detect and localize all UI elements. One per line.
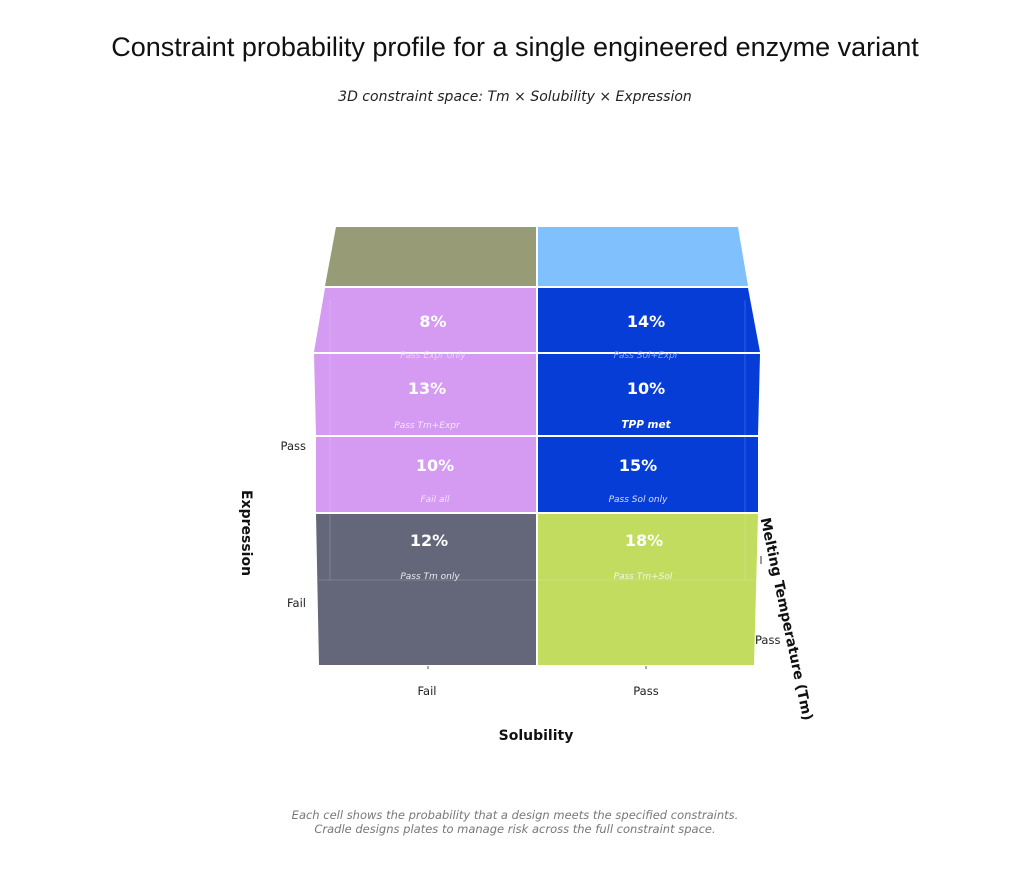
cell-label: Pass Tm+Expr	[394, 421, 461, 431]
face-sol-expr	[538, 288, 760, 352]
footnote-line-1: Each cell shows the probability that a d…	[291, 808, 739, 822]
x-tick-label: Fail	[418, 684, 437, 698]
cell-label: Pass Sol only	[609, 495, 668, 505]
z-axis-label: Melting Temperature (Tm)	[757, 516, 816, 722]
x-axis-label: Solubility	[499, 728, 574, 744]
cell-value: 18%	[625, 531, 663, 550]
cube-edges	[319, 300, 756, 581]
face-fail-all	[316, 437, 536, 512]
cell-value: 10%	[627, 379, 665, 398]
cell-label: Pass Tm+Sol	[614, 572, 673, 582]
cell-value: 14%	[627, 312, 665, 331]
chart-subtitle: 3D constraint space: Tm × Solubility × E…	[338, 89, 692, 105]
face-tm-only	[316, 514, 536, 665]
cell-label: Fail all	[420, 495, 450, 505]
cell-label: Pass Tm only	[400, 572, 460, 582]
face-tm-sol	[538, 514, 758, 665]
z-tick-label: Pass	[755, 633, 780, 647]
top-face-left	[325, 227, 536, 286]
cell-label: TPP met	[621, 419, 671, 431]
y-tick-label: Pass	[281, 439, 306, 453]
cell-values: 8% Pass Expr only 14% Pass Sol+Expr 13% …	[394, 312, 679, 582]
cell-value: 12%	[410, 531, 448, 550]
cell-value: 10%	[416, 456, 454, 475]
face-sol-only	[538, 437, 758, 512]
cell-value: 13%	[408, 379, 446, 398]
chart-title: Constraint probability profile for a sin…	[111, 32, 919, 62]
cell-label: Pass Expr only	[400, 351, 466, 361]
face-pass-expr	[314, 288, 536, 352]
top-face-right	[538, 227, 748, 286]
cell-label: Pass Sol+Expr	[614, 351, 680, 361]
face-tpp-met	[538, 354, 760, 435]
y-axis-label: Expression	[238, 490, 254, 576]
cube-faces	[314, 227, 760, 665]
cell-value: 8%	[419, 312, 446, 331]
y-tick-label: Fail	[287, 596, 306, 610]
footnote-line-2: Cradle designs plates to manage risk acr…	[314, 822, 716, 836]
cell-value: 15%	[619, 456, 657, 475]
face-tm-expr	[314, 354, 536, 435]
x-tick-label: Pass	[633, 684, 658, 698]
